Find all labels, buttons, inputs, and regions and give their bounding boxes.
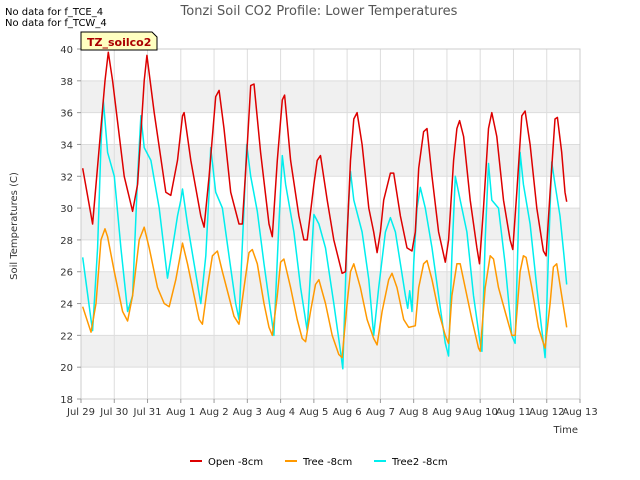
x-tick-label: Aug 10 — [462, 407, 497, 418]
no-data-note-2: No data for f_TCW_4 — [5, 18, 107, 29]
y-tick-label: 18 — [60, 395, 73, 406]
x-tick-label: Aug 2 — [200, 407, 229, 418]
series-line-tree2-8cm — [81, 99, 568, 370]
y-tick-label: 32 — [60, 172, 73, 183]
y-tick-label: 38 — [60, 77, 73, 88]
plot-band — [81, 144, 580, 177]
y-axis-ticks: 18 20 22 24 26 28 30 32 34 36 38 40 — [60, 45, 81, 406]
chart-title: Tonzi Soil CO2 Profile: Lower Temperatur… — [180, 4, 458, 19]
x-tick-label: Aug 5 — [299, 407, 328, 418]
legend-label-tree-8cm: Tree -8cm — [302, 457, 352, 468]
x-tick-label: Aug 4 — [266, 407, 295, 418]
x-tick-label: Aug 9 — [432, 407, 461, 418]
plot-band — [81, 335, 580, 368]
legend-label-open-8cm: Open -8cm — [208, 457, 263, 468]
plot-frame — [80, 48, 581, 400]
y-tick-label: 22 — [60, 331, 73, 342]
y-tick-label: 34 — [60, 140, 73, 151]
x-tick-label: Aug 3 — [233, 407, 262, 418]
y-tick-label: 40 — [60, 45, 73, 56]
plot-background-bands — [81, 80, 580, 368]
y-axis-label: Soil Temperatures (C) — [9, 172, 20, 280]
x-tick-label: Aug 11 — [496, 407, 531, 418]
x-tick-label: Aug 1 — [166, 407, 195, 418]
y-tick-label: 24 — [60, 300, 73, 311]
chart-legend: Open -8cm Tree -8cm Tree2 -8cm — [190, 457, 448, 468]
site-label-box-shape — [80, 31, 158, 51]
y-tick-label: 26 — [60, 268, 73, 279]
x-tick-label: Aug 8 — [399, 407, 428, 418]
legend-label-tree2-8cm: Tree2 -8cm — [391, 457, 448, 468]
x-tick-label: Aug 6 — [333, 407, 362, 418]
x-tick-label: Jul 29 — [66, 407, 95, 418]
series-lines — [81, 51, 568, 370]
y-tick-label: 28 — [60, 236, 73, 247]
x-tick-label: Aug 12 — [529, 407, 564, 418]
y-tick-label: 36 — [60, 109, 73, 120]
x-axis-label: Time — [553, 425, 578, 436]
series-line-tree-8cm — [81, 226, 568, 359]
x-tick-label: Jul 30 — [99, 407, 128, 418]
x-tick-label: Aug 7 — [366, 407, 395, 418]
series-line-open-8cm — [81, 51, 568, 275]
site-label-text: TZ_soilco2 — [87, 36, 151, 49]
x-axis-ticks: Jul 29 Jul 30 Jul 31 Aug 1 Aug 2 Aug 3 Aug 4 Au… — [66, 399, 598, 418]
y-tick-label: 30 — [60, 204, 73, 215]
plot-band — [81, 80, 580, 113]
no-data-note-1: No data for f_TCE_4 — [5, 7, 104, 18]
site-label-box: TZ_soilco2 — [80, 31, 158, 51]
x-tick-label: Jul 31 — [133, 407, 162, 418]
x-tick-label: Aug 13 — [562, 407, 597, 418]
y-tick-label: 20 — [60, 363, 73, 374]
